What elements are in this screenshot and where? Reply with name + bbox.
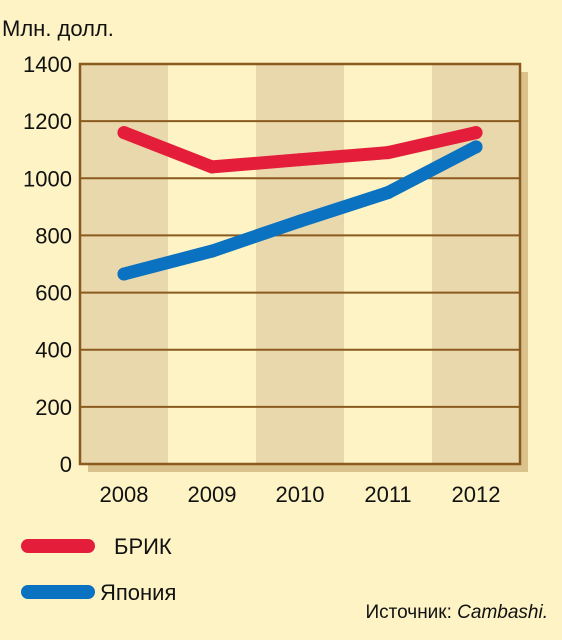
y-tick-label: 1200	[23, 109, 72, 134]
data-point	[293, 214, 307, 228]
source-name: Cambashi.	[457, 602, 548, 623]
data-point	[469, 140, 483, 154]
y-tick-label: 800	[35, 223, 72, 248]
x-tick-label: 2008	[100, 482, 149, 507]
y-tick-label: 1000	[23, 166, 72, 191]
x-tick-label: 2009	[188, 482, 237, 507]
source-note: Источник: Cambashi.	[366, 602, 549, 623]
data-point	[469, 126, 483, 140]
x-tick-label: 2011	[364, 482, 411, 507]
y-tick-label: 0	[60, 452, 72, 477]
plot-frame	[78, 62, 522, 466]
data-point	[205, 244, 219, 258]
data-point	[117, 126, 131, 140]
legend-label-1: БРИК	[114, 534, 172, 559]
y-tick-label: 600	[35, 281, 72, 306]
data-point	[205, 160, 219, 174]
plot-band	[344, 64, 432, 464]
data-point	[293, 153, 307, 167]
plot-band	[256, 64, 344, 464]
x-tick-label: 2012	[452, 482, 501, 507]
source-prefix: Источник:	[366, 602, 452, 623]
plot-band	[432, 64, 520, 464]
y-tick-label: 200	[35, 395, 72, 420]
y-tick-label: 400	[35, 338, 72, 363]
legend-label-2: Япония	[100, 580, 176, 605]
y-axis-label: Млн. долл.	[2, 16, 114, 41]
data-point	[117, 267, 131, 281]
data-point	[381, 146, 395, 160]
y-tick-label: 1400	[23, 52, 72, 77]
x-tick-label: 2010	[276, 482, 325, 507]
data-point	[381, 186, 395, 200]
